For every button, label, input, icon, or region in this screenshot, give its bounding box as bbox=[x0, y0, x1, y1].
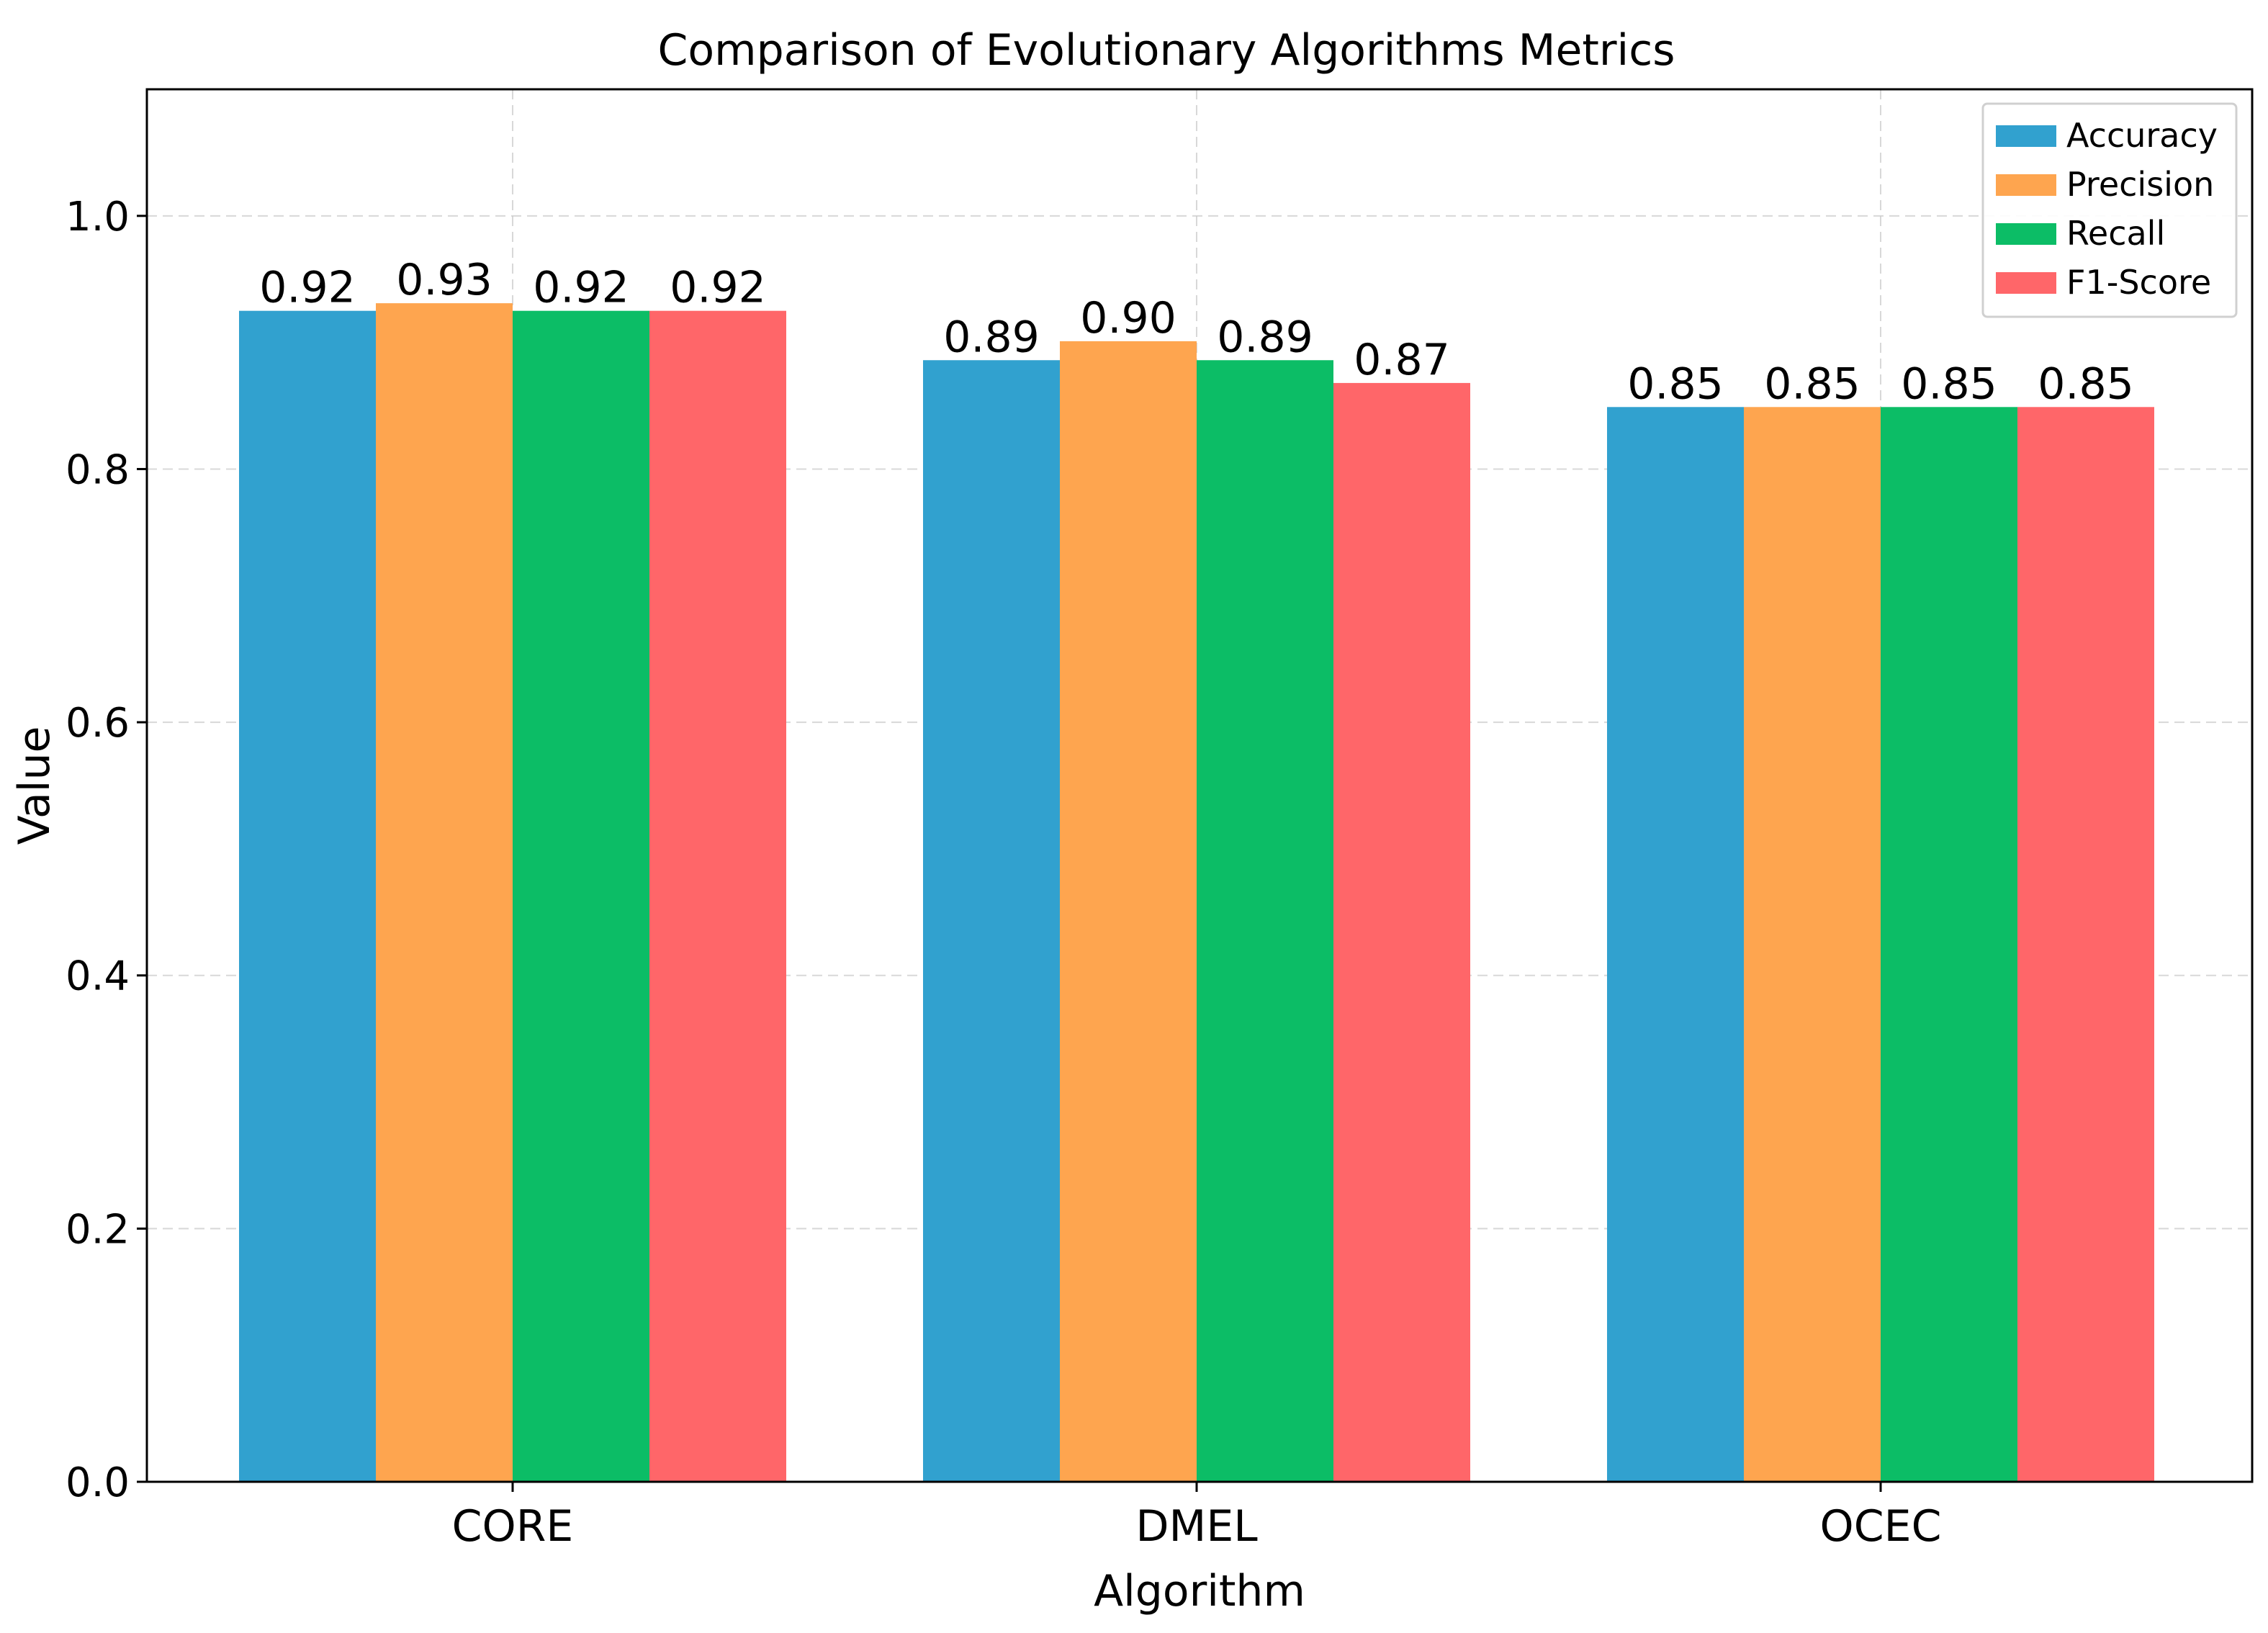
legend-entry-label: Accuracy bbox=[2066, 116, 2218, 155]
legend-swatch bbox=[1996, 272, 2056, 294]
legend-entry-label: Precision bbox=[2066, 165, 2214, 204]
legend-swatch bbox=[1996, 174, 2056, 196]
x-tick-label: OCEC bbox=[1820, 1501, 1942, 1552]
bar bbox=[649, 310, 786, 1482]
data-label: 0.92 bbox=[670, 263, 766, 313]
legend-entry-label: F1-Score bbox=[2066, 263, 2211, 302]
legend-entry-label: Recall bbox=[2066, 214, 2165, 253]
bar bbox=[1607, 407, 1744, 1482]
y-tick-label: 0.8 bbox=[66, 446, 130, 493]
bar bbox=[2017, 407, 2154, 1482]
y-tick-label: 1.0 bbox=[66, 194, 130, 240]
legend-swatch bbox=[1996, 223, 2056, 245]
y-tick-label: 0.0 bbox=[66, 1459, 130, 1506]
bars-layer bbox=[239, 303, 2154, 1483]
y-axis: 0.0 0.2 0.4 0.6 0.8 1.0 bbox=[66, 194, 147, 1506]
data-label: 0.89 bbox=[1217, 312, 1313, 362]
legend: Accuracy Precision Recall F1-Score bbox=[1981, 102, 2238, 318]
y-axis-label: Value bbox=[9, 726, 60, 845]
bar bbox=[923, 360, 1060, 1482]
data-label: 0.85 bbox=[1901, 359, 1997, 409]
plot-frame bbox=[145, 88, 2254, 1483]
chart-title: Comparison of Evolutionary Algorithms Me… bbox=[658, 25, 1675, 76]
data-label: 0.92 bbox=[259, 263, 356, 313]
data-label: 0.93 bbox=[396, 255, 492, 305]
data-label: 0.92 bbox=[533, 263, 629, 313]
y-tick-label: 0.2 bbox=[66, 1206, 130, 1253]
data-label: 0.89 bbox=[943, 312, 1040, 362]
x-axis: CORE DMEL OCEC bbox=[452, 1482, 1942, 1552]
data-label: 0.85 bbox=[1627, 359, 1724, 409]
bar bbox=[513, 310, 649, 1482]
x-tick-label: DMEL bbox=[1135, 1501, 1258, 1552]
legend-box bbox=[1981, 102, 2238, 318]
data-label: 0.87 bbox=[1354, 335, 1450, 385]
bar bbox=[1060, 341, 1197, 1482]
data-label: 0.85 bbox=[2038, 359, 2134, 409]
y-tick-label: 0.4 bbox=[66, 953, 130, 1000]
legend-swatch bbox=[1996, 125, 2056, 147]
y-tick-label: 0.6 bbox=[66, 700, 130, 747]
bar bbox=[1744, 407, 1881, 1482]
x-tick-label: CORE bbox=[452, 1501, 574, 1552]
bar bbox=[376, 303, 513, 1483]
bar bbox=[1881, 407, 2017, 1482]
bar bbox=[1197, 360, 1333, 1482]
data-label: 0.90 bbox=[1080, 293, 1176, 343]
data-labels-layer: 0.92 0.89 0.85 0.93 0.90 0.85 0.92 0.89 0.85 0.92… bbox=[259, 255, 2134, 409]
data-label: 0.85 bbox=[1764, 359, 1860, 409]
bar bbox=[1333, 382, 1470, 1482]
x-axis-label: Algorithm bbox=[1094, 1566, 1305, 1616]
bar bbox=[239, 310, 376, 1482]
